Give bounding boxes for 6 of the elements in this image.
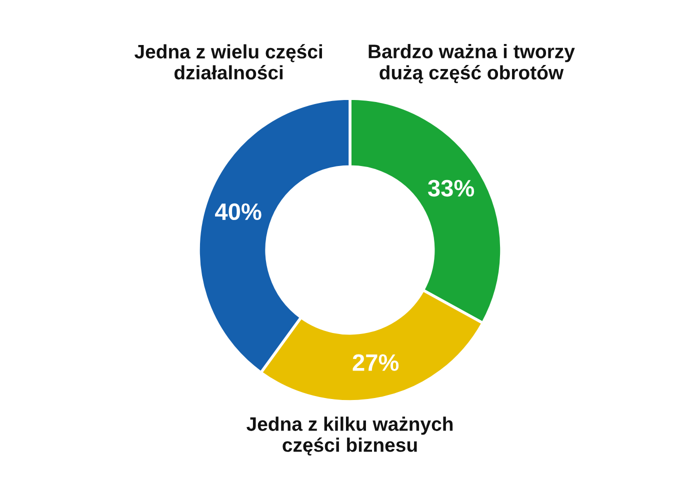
data-label: 33% xyxy=(428,180,474,197)
slice-label: Jedna z wielu części działalności xyxy=(134,44,322,80)
slice-label: Bardzo ważna i tworzy dużą część obrotów xyxy=(368,44,575,84)
data-label: 27% xyxy=(352,354,399,371)
slice-label: Jedna z kilku ważnych części biznesu xyxy=(246,416,453,456)
data-label: 40% xyxy=(215,203,262,220)
